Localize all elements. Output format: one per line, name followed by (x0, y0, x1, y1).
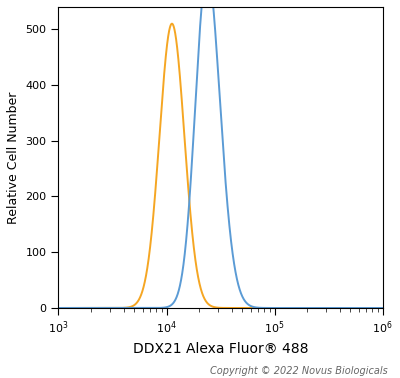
Text: Copyright © 2022 Novus Biologicals: Copyright © 2022 Novus Biologicals (210, 366, 388, 376)
Y-axis label: Relative Cell Number: Relative Cell Number (7, 91, 20, 224)
X-axis label: DDX21 Alexa Fluor® 488: DDX21 Alexa Fluor® 488 (133, 342, 308, 356)
